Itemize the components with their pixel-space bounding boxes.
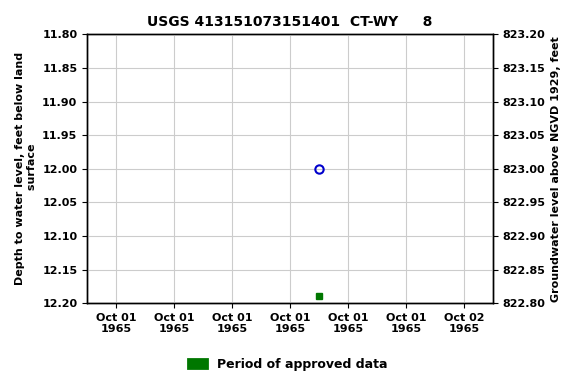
- Legend: Period of approved data: Period of approved data: [183, 353, 393, 376]
- Title: USGS 413151073151401  CT-WY     8: USGS 413151073151401 CT-WY 8: [147, 15, 433, 29]
- Y-axis label: Groundwater level above NGVD 1929, feet: Groundwater level above NGVD 1929, feet: [551, 36, 561, 301]
- Y-axis label: Depth to water level, feet below land
 surface: Depth to water level, feet below land su…: [15, 52, 37, 285]
